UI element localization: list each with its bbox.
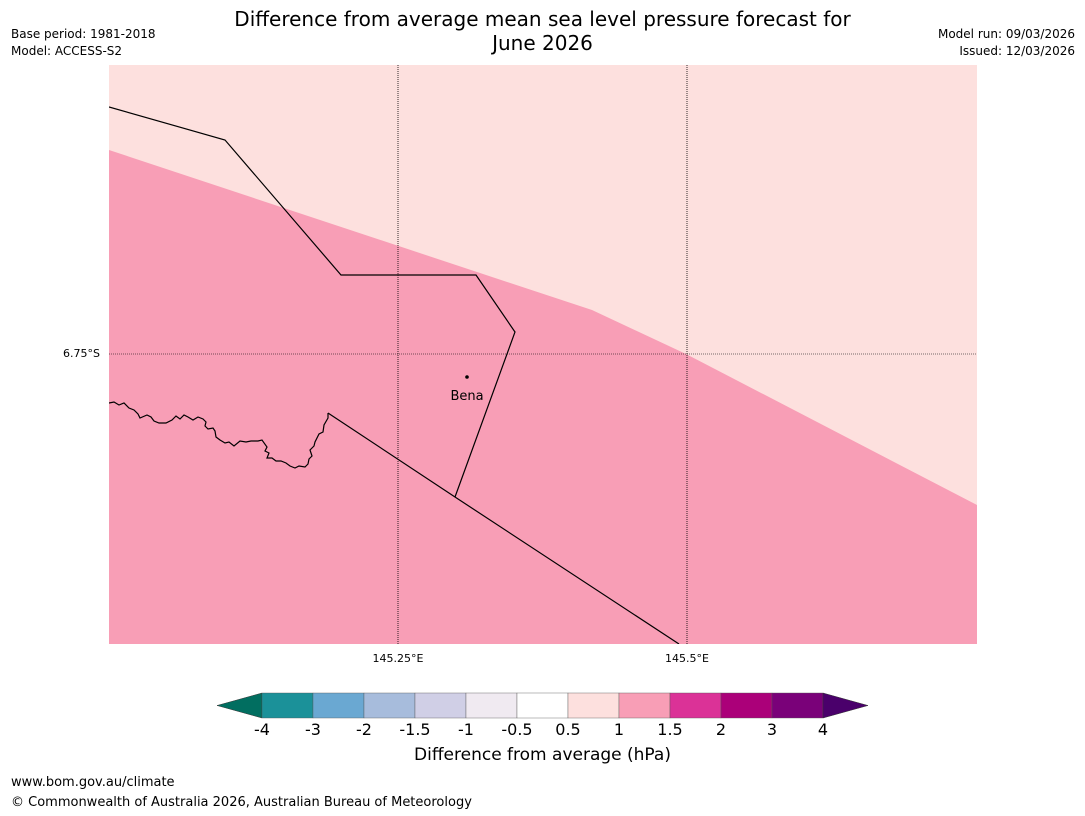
base-period-text: Base period: 1981-2018 [11, 27, 156, 41]
chart-title: Difference from average mean sea level p… [190, 7, 895, 55]
colorbar-tick-label: -1 [458, 720, 474, 739]
boundary-line-south [327, 412, 680, 644]
colorbar-tick-label: 4 [817, 720, 829, 739]
colorbar-tick-label: -2 [356, 720, 372, 739]
meta-right: Model run: 09/03/2026 Issued: 12/03/2026 [938, 26, 1075, 60]
pressure-map: Bena [109, 65, 977, 644]
lon-label-145-5: 145.5°E [665, 652, 709, 665]
colorbar-bin [771, 692, 824, 719]
lon-label-145-25: 145.25°E [372, 652, 424, 665]
colorbar-bin [261, 692, 314, 719]
region-dark-fill [109, 150, 977, 644]
colorbar-tick-label: -0.5 [501, 720, 533, 739]
colorbar-tick-label: 0.5 [555, 720, 581, 739]
meta-left: Base period: 1981-2018 Model: ACCESS-S2 [11, 26, 156, 60]
lat-label-6-75: 6.75°S [63, 347, 100, 360]
model-run-text: Model run: 09/03/2026 [937, 27, 1075, 41]
model-text: Model: ACCESS-S2 [11, 44, 123, 58]
place-label: Bena [450, 389, 483, 404]
colorbar-bin [720, 692, 773, 719]
colorbar-tick-label: 1.5 [657, 720, 683, 739]
colorbar-bin [618, 692, 671, 719]
colorbar-tick-label: -3 [305, 720, 321, 739]
footer-url: www.bom.gov.au/climate [11, 775, 175, 790]
title-line-2: June 2026 [492, 31, 593, 55]
colorbar-bin [414, 692, 467, 719]
colorbar-under-arrow [216, 692, 263, 719]
colorbar-tick-label: -4 [254, 720, 270, 739]
colorbar-bin [363, 692, 416, 719]
colorbar-axis-label: Difference from average (hPa) [414, 745, 671, 765]
boundary-line-north [109, 106, 516, 498]
coastline [109, 401, 329, 469]
colorbar [216, 692, 869, 719]
colorbar-bin [516, 692, 569, 719]
footer-copyright: © Commonwealth of Australia 2026, Austra… [11, 795, 472, 810]
place-marker-dot [465, 375, 469, 379]
colorbar-bin [465, 692, 518, 719]
issued-text: Issued: 12/03/2026 [959, 44, 1075, 58]
colorbar-over-arrow [822, 692, 869, 719]
colorbar-bin [669, 692, 722, 719]
colorbar-tick-label: 1 [613, 720, 625, 739]
colorbar-tick-label: -1.5 [399, 720, 431, 739]
title-line-1: Difference from average mean sea level p… [234, 7, 851, 31]
colorbar-bin [567, 692, 620, 719]
colorbar-tick-label: 3 [766, 720, 778, 739]
colorbar-bin [312, 692, 365, 719]
colorbar-tick-label: 2 [715, 720, 727, 739]
